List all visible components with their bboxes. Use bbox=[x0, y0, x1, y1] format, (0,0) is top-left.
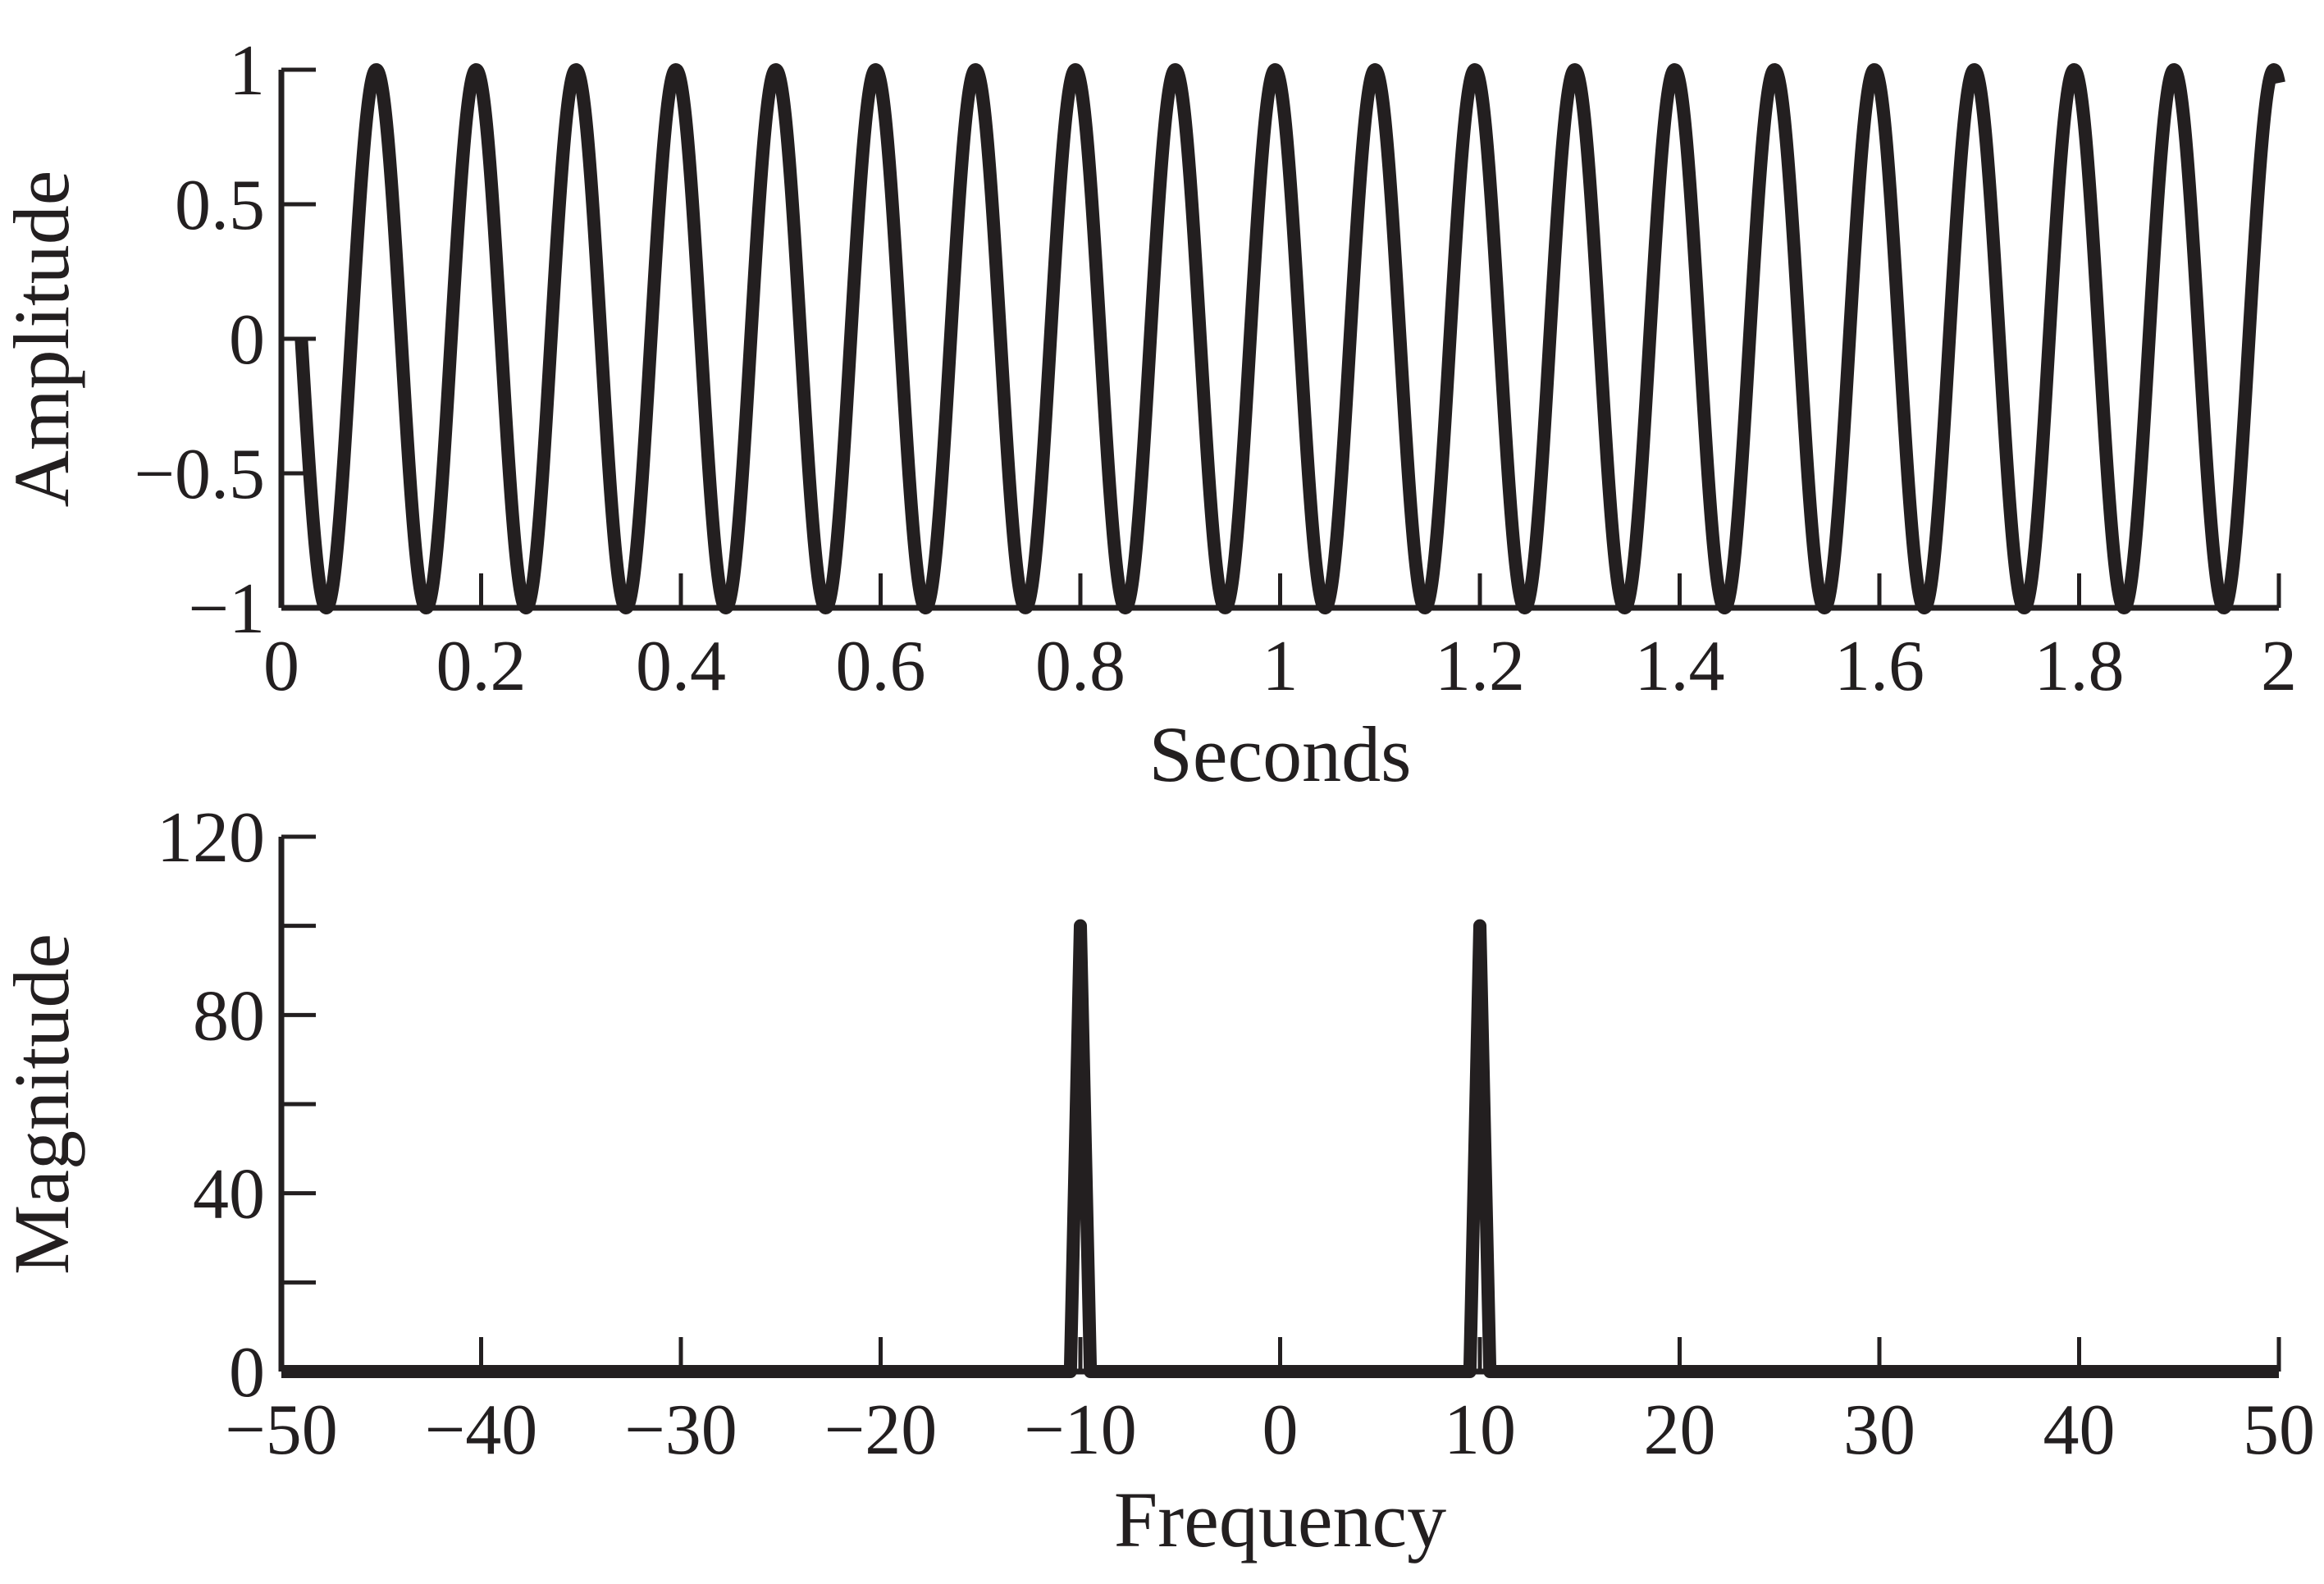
x-tick-label: 0.6 bbox=[836, 627, 926, 706]
y-tick-label: 0.5 bbox=[175, 166, 265, 245]
x-tick-label: 10 bbox=[1444, 1390, 1516, 1470]
x-tick-label: 0 bbox=[263, 627, 299, 706]
x-tick-label: 0.2 bbox=[436, 627, 527, 706]
x-tick-label: 0 bbox=[1262, 1390, 1299, 1470]
y-tick-label: 80 bbox=[193, 976, 265, 1056]
x-tick-label: 30 bbox=[1843, 1390, 1915, 1470]
series-line bbox=[294, 63, 2285, 614]
x-tick-label: 1.6 bbox=[1834, 627, 1924, 706]
x-tick-label: 2 bbox=[2261, 627, 2297, 706]
frequency-domain-plot: −50 −40 −30 −20 −10 0 10 20 30 40 50 0 40 80 120 Freque… bbox=[0, 798, 2315, 1563]
y-tick-label: 40 bbox=[193, 1155, 265, 1235]
x-tick-label: −10 bbox=[1024, 1390, 1137, 1470]
x-tick-label: 1.2 bbox=[1435, 627, 1525, 706]
x-tick-label: 50 bbox=[2243, 1390, 2315, 1470]
x-tick-label: −20 bbox=[824, 1390, 938, 1470]
y-tick-label: −0.5 bbox=[134, 435, 265, 514]
x-tick-label: 20 bbox=[1644, 1390, 1716, 1470]
y-tick-label: 0 bbox=[229, 1333, 265, 1413]
x-axis-label: Frequency bbox=[1114, 1476, 1446, 1563]
x-tick-label: 40 bbox=[2043, 1390, 2116, 1470]
time-domain-plot: 0 0.2 0.4 0.6 0.8 1 1.2 1.4 1.6 1.8 2−1−0.500.51Se… bbox=[0, 31, 2297, 798]
y-tick-label: −1 bbox=[188, 569, 265, 649]
x-axis-label: Seconds bbox=[1149, 710, 1412, 798]
series-line bbox=[281, 919, 2279, 1378]
y-axis-label: Amplitude bbox=[0, 171, 85, 508]
x-tick-label: 1 bbox=[1262, 627, 1299, 706]
y-axis-label: Magnitude bbox=[0, 934, 85, 1275]
x-tick-label: 1.4 bbox=[1635, 627, 1725, 706]
y-tick-label: 0 bbox=[229, 300, 265, 380]
x-tick-label: 0.8 bbox=[1035, 627, 1125, 706]
x-tick-label: −40 bbox=[425, 1390, 538, 1470]
x-tick-label: −50 bbox=[225, 1390, 338, 1470]
x-tick-label: 1.8 bbox=[2034, 627, 2125, 706]
x-tick-label: −30 bbox=[624, 1390, 737, 1470]
y-tick-label: 1 bbox=[229, 31, 265, 111]
x-tick-label: 0.4 bbox=[636, 627, 726, 706]
y-tick-label: 120 bbox=[157, 798, 265, 878]
